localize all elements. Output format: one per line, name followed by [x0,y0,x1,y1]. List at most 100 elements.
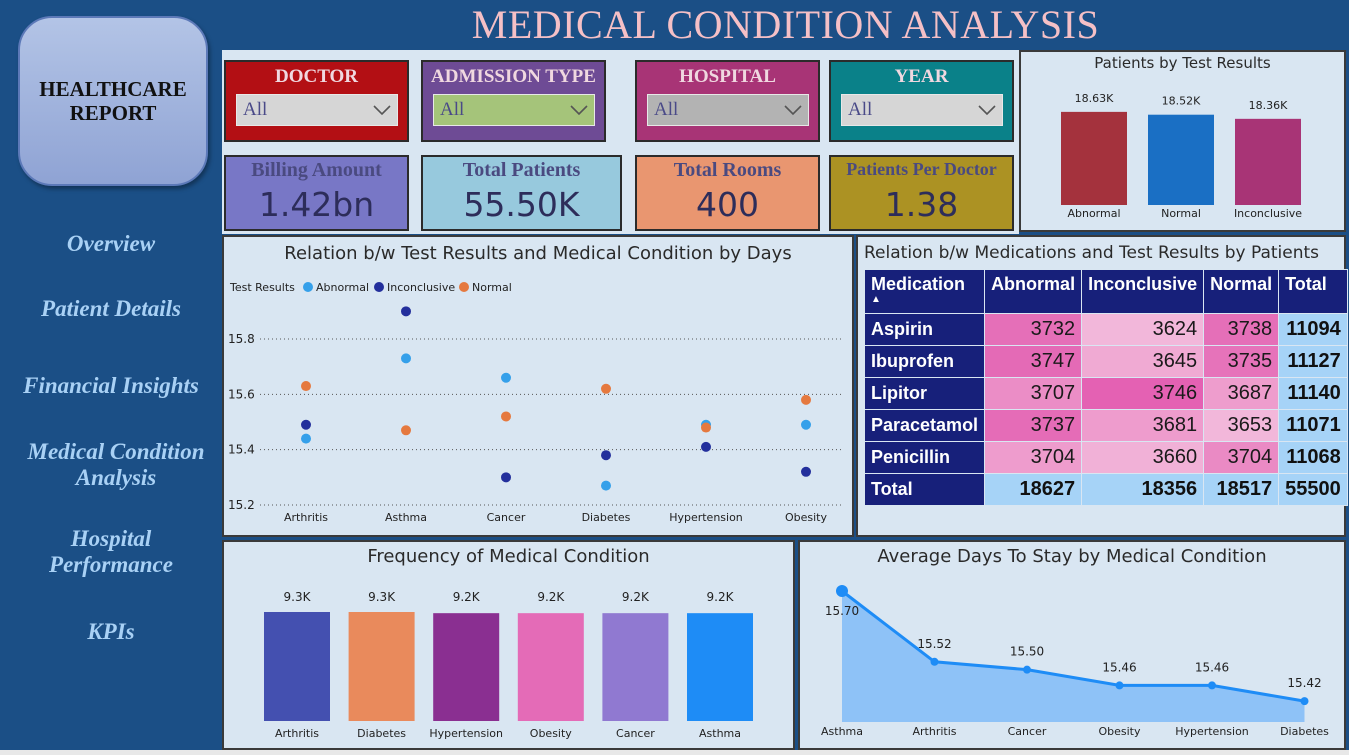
cell-total: 11094 [1278,313,1348,346]
nav-patient-details[interactable]: Patient Details [0,296,222,322]
nav-overview-label: Overview [66,231,156,256]
cell-normal: 3704 [1203,441,1280,474]
cell-inconclusive: 3746 [1081,377,1205,410]
total-rooms-title: Total Rooms [673,159,782,181]
bar-abnormal [1061,111,1127,205]
category-label: Asthma [699,727,741,740]
frequency-chart: 9.3K Arthritis 9.3K Diabetes 9.2K Hypertensio… [264,590,753,740]
doctor-filter-title: DOCTOR [274,66,359,87]
row-label: Paracetamol [863,409,986,442]
data-label: 9.2K [453,590,481,604]
total-patients-title: Total Patients [462,159,581,181]
column-header-abnormal[interactable]: Abnormal [984,269,1083,314]
bar-cancer [602,613,669,721]
point-abnormal [801,419,811,430]
hospital-filter: HOSPITAL All [635,60,820,142]
table-row: Ibuprofen 3747 3645 3735 11127 [863,345,1348,378]
bar-hypertension [433,613,500,721]
x-tick-label: Arthritis [284,511,328,524]
scatter-panel: Relation b/w Test Results and Medical Co… [222,235,854,537]
legend-marker-inconclusive [374,282,384,292]
doctor-select-value: All [243,99,268,120]
total-total: 55500 [1278,473,1348,506]
category-label: Diabetes [357,727,406,740]
bar-diabetes [348,612,415,721]
category-label: Hypertension [1175,725,1249,738]
point-abnormal [501,372,511,383]
test-results-chart: 18.63K Abnormal 18.52K Normal 18.36K Inconclu… [1061,92,1302,220]
legend-marker-normal [459,282,469,292]
y-tick-label: 15.2 [228,498,255,512]
point-cancer [1023,665,1031,674]
doctor-select[interactable]: All [236,94,398,126]
column-header-normal[interactable]: Normal [1203,269,1280,314]
hospital-select[interactable]: All [647,94,809,126]
sidebar: HEALTHCARE REPORT Overview Patient Detai… [0,0,222,750]
billing-amount-card: Billing Amount 1.42bn [224,155,409,231]
category-label: Obesity [530,727,573,740]
cell-total: 11071 [1278,409,1348,442]
category-label: Arthritis [912,725,956,738]
total-row-label: Total [863,473,986,506]
sort-asc-icon: ▲ [871,294,881,305]
chevron-down-icon [373,105,391,116]
data-label: 18.36K [1249,99,1288,112]
table-row: Aspirin 3732 3624 3738 11094 [863,313,1348,346]
data-label: 9.2K [537,590,565,604]
point-inconclusive [601,450,611,461]
cell-abnormal: 3737 [984,409,1083,442]
point-normal [801,394,811,405]
legend-label-normal: Normal [472,281,512,294]
total-inconclusive: 18356 [1081,473,1205,506]
chevron-down-icon [570,105,588,116]
nav-financial-insights[interactable]: Financial Insights [0,373,222,399]
bar-arthritis [264,612,330,721]
category-label: Abnormal [1067,207,1120,220]
category-label: Arthritis [275,727,319,740]
cell-inconclusive: 3645 [1081,345,1205,378]
patients-per-doctor-value: 1.38 [884,185,959,224]
point-inconclusive [501,472,511,483]
column-header-medication-label: Medication [871,274,966,294]
patients-per-doctor-card: Patients Per Doctor 1.38 [829,155,1014,231]
nav-medical-condition-analysis[interactable]: Medical Condition Analysis [5,439,227,491]
cell-inconclusive: 3624 [1081,313,1205,346]
data-label: 9.3K [284,590,312,604]
table-total-row: Total 18627 18356 18517 55500 [863,473,1348,506]
row-label: Ibuprofen [863,345,986,378]
medication-table-header: Medication ▲ Abnormal Inconclusive Normal… [863,269,1348,314]
nav-financial-insights-label: Financial Insights [23,373,199,398]
year-select[interactable]: All [841,94,1003,126]
point-normal [301,381,311,392]
column-header-total[interactable]: Total [1278,269,1348,314]
nav-kpis[interactable]: KPIs [0,619,222,645]
column-header-inconclusive[interactable]: Inconclusive [1081,269,1205,314]
legend-marker-abnormal [303,282,313,292]
data-label: 9.2K [707,590,735,604]
admission-type-select[interactable]: All [433,94,595,126]
nav-hospital-performance[interactable]: Hospital Performance [0,526,222,578]
legend-title: Test Results [229,281,295,294]
data-label: 18.63K [1075,92,1114,105]
y-tick-label: 15.6 [228,387,255,401]
cell-normal: 3687 [1203,377,1280,410]
point-asthma [836,585,848,597]
point-abnormal [301,433,311,444]
logo-text-line1: HEALTHCARE [39,77,187,101]
row-label: Penicillin [863,441,986,474]
data-label: 15.70 [825,604,859,618]
data-label: 15.42 [1287,676,1321,690]
point-hypertension [1208,681,1216,690]
row-label: Lipitor [863,377,986,410]
column-header-medication[interactable]: Medication ▲ [863,269,986,314]
frequency-panel: Frequency of Medical Condition 9.3K Arthr… [222,540,795,750]
point-inconclusive [701,441,711,452]
report-logo: HEALTHCARE REPORT [18,16,208,186]
cell-abnormal: 3704 [984,441,1083,474]
total-abnormal: 18627 [984,473,1083,506]
frequency-title: Frequency of Medical Condition [367,546,650,567]
billing-amount-title: Billing Amount [251,159,382,181]
legend-label-abnormal: Abnormal [316,281,369,294]
nav-overview[interactable]: Overview [0,231,222,257]
chevron-down-icon [978,105,996,116]
